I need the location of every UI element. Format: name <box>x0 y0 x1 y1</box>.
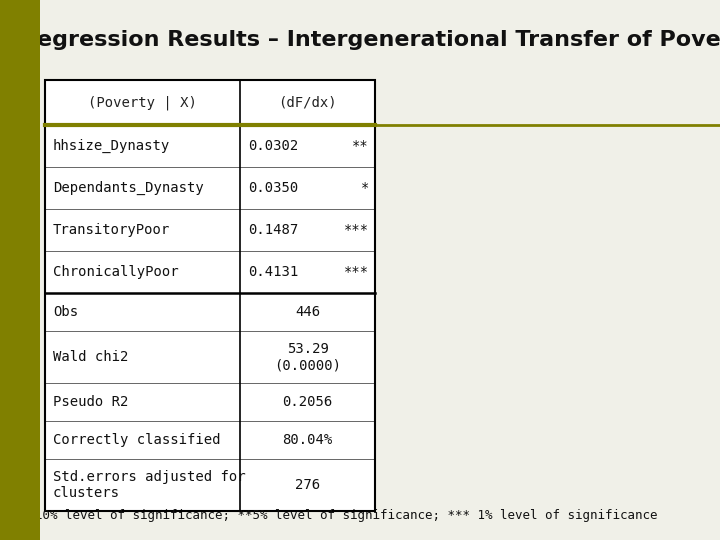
Text: hhsize_Dynasty: hhsize_Dynasty <box>53 139 170 153</box>
Text: 0.1487: 0.1487 <box>248 223 298 237</box>
Text: ***: *** <box>344 265 369 279</box>
Text: Wald chi2: Wald chi2 <box>53 350 128 364</box>
Text: Obs: Obs <box>53 305 78 319</box>
Text: **: ** <box>352 139 369 153</box>
Bar <box>45 80 375 511</box>
Text: ChronicallyPoor: ChronicallyPoor <box>53 265 179 279</box>
Text: * 10% level of significance; **5% level of significance; *** 1% level of signifi: * 10% level of significance; **5% level … <box>20 509 657 522</box>
Text: 276: 276 <box>295 478 320 492</box>
Text: Dependants_Dynasty: Dependants_Dynasty <box>53 181 204 195</box>
Text: Pseudo R2: Pseudo R2 <box>53 395 128 409</box>
Text: (dF/dx): (dF/dx) <box>278 96 337 110</box>
Text: Std.errors adjusted for
clusters: Std.errors adjusted for clusters <box>53 470 246 500</box>
Text: 0.0350: 0.0350 <box>248 181 298 195</box>
Text: 0.2056: 0.2056 <box>282 395 333 409</box>
Text: Regression Results – Intergenerational Transfer of Poverty (ITP): Regression Results – Intergenerational T… <box>20 30 720 50</box>
Text: *: * <box>361 181 369 195</box>
Text: (Poverty | X): (Poverty | X) <box>88 95 197 110</box>
Bar <box>45 80 375 511</box>
Text: TransitoryPoor: TransitoryPoor <box>53 223 170 237</box>
Text: 0.0302: 0.0302 <box>248 139 298 153</box>
Text: Correctly classified: Correctly classified <box>53 433 220 447</box>
Text: 80.04%: 80.04% <box>282 433 333 447</box>
Text: ***: *** <box>344 223 369 237</box>
Text: 53.29
(0.0000): 53.29 (0.0000) <box>274 342 341 372</box>
Text: 446: 446 <box>295 305 320 319</box>
Text: 0.4131: 0.4131 <box>248 265 298 279</box>
